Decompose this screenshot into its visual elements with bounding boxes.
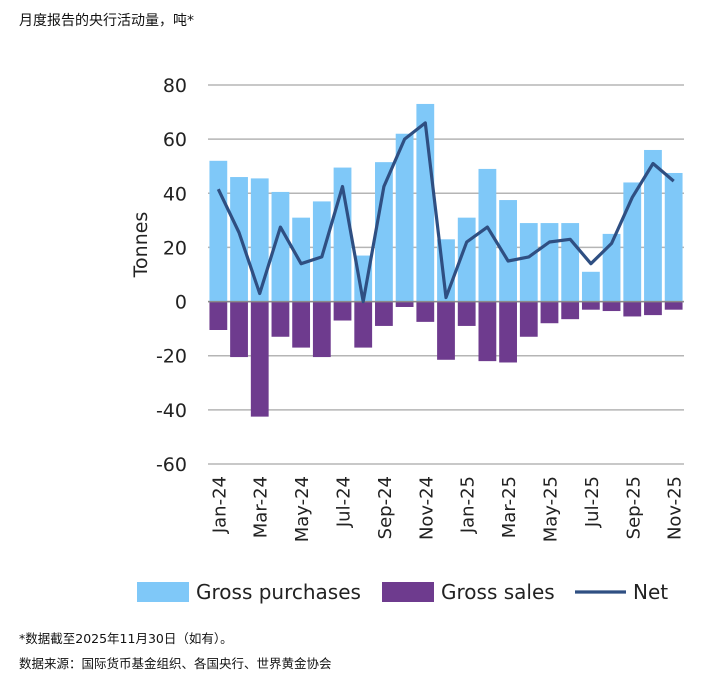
y-tick-label: 0	[175, 292, 187, 314]
sales-bar	[499, 301, 517, 363]
chart-title: 月度报告的央行活动量，吨*	[19, 13, 194, 29]
sales-bar	[333, 301, 352, 321]
purchase-bar	[271, 191, 290, 302]
sales-bar	[478, 301, 497, 362]
purchase-bar	[623, 182, 642, 302]
x-tick-label: Jul-25	[582, 476, 603, 528]
x-tick-label: Sep-25	[623, 476, 644, 539]
central-bank-chart: 80 60 40 20 0 -20 -40 -60 Tonnes Jan-24 Mar-24 Ma…	[130, 75, 686, 604]
x-tick-label: Jan-25	[458, 476, 479, 534]
data-source: 数据来源：国际货币基金组织、各国央行、世界黄金协会	[19, 656, 332, 671]
sales-bar	[561, 301, 580, 320]
purchase-bar	[602, 233, 621, 302]
bars	[208, 103, 684, 417]
sales-bar	[519, 301, 538, 337]
sales-bar	[250, 301, 269, 417]
purchase-bar	[499, 200, 517, 302]
x-tick-label: Mar-24	[251, 476, 272, 538]
purchase-bar	[209, 160, 228, 302]
net-series-line	[216, 121, 675, 304]
sales-bar	[354, 301, 373, 348]
x-tick-label: Sep-24	[375, 476, 396, 539]
sales-bar	[416, 301, 435, 322]
purchase-bar	[478, 168, 497, 302]
net-line	[216, 121, 675, 304]
sales-bar	[292, 301, 311, 348]
purchase-bar	[250, 178, 269, 302]
sales-bar	[644, 301, 662, 316]
footnote: *数据截至2025年11月30日（如有）。	[19, 631, 233, 646]
purchase-bar	[354, 255, 373, 302]
x-tick-labels: Jan-24 Mar-24 May-24 Jul-24 Sep-24 Nov-24 Jan-…	[209, 476, 685, 542]
y-axis-label: Tonnes	[130, 212, 152, 279]
legend-sales-swatch	[382, 582, 434, 602]
sales-bar	[437, 301, 455, 360]
purchase-bar	[581, 271, 600, 302]
sales-bar	[230, 301, 248, 358]
sales-bar	[209, 301, 228, 330]
sales-bar	[664, 301, 683, 310]
y-tick-label: 40	[163, 183, 187, 205]
y-tick-label: 80	[163, 75, 187, 97]
y-tick-labels: 80 60 40 20 0 -20 -40 -60	[156, 75, 187, 476]
purchase-bar	[230, 177, 248, 302]
legend-sales-label: Gross sales	[441, 580, 555, 604]
sales-bar	[271, 301, 290, 337]
x-tick-label: Nov-25	[665, 476, 686, 540]
y-tick-label: 20	[163, 237, 187, 259]
y-tick-label: -60	[156, 454, 187, 476]
sales-bar	[457, 301, 476, 326]
x-tick-label: Jan-24	[209, 476, 230, 534]
legend-net-label: Net	[633, 580, 668, 604]
sales-bar	[375, 301, 393, 326]
purchase-bar	[561, 223, 580, 302]
purchase-bar	[375, 162, 393, 302]
legend-purchases-label: Gross purchases	[196, 580, 361, 604]
sales-bar	[395, 301, 414, 307]
purchase-bar	[292, 217, 311, 302]
x-tick-label: May-25	[540, 476, 561, 542]
sales-bar	[312, 301, 331, 358]
legend-purchases-swatch	[137, 582, 189, 602]
y-tick-label: -40	[156, 400, 187, 422]
purchase-bar	[664, 172, 683, 302]
sales-bar	[581, 301, 600, 310]
sales-bar	[602, 301, 621, 312]
purchase-bar	[519, 223, 538, 302]
y-tick-label: -20	[156, 346, 187, 368]
x-tick-label: Nov-24	[416, 476, 437, 540]
purchase-bar	[644, 149, 662, 302]
purchase-bar	[540, 223, 559, 302]
legend: Gross purchases Gross sales Net	[137, 580, 668, 604]
sales-bar	[540, 301, 559, 324]
y-tick-label: 60	[163, 129, 187, 151]
sales-bar	[623, 301, 642, 317]
x-tick-label: May-24	[292, 476, 313, 542]
x-tick-label: Jul-24	[334, 476, 355, 528]
x-tick-label: Mar-25	[499, 476, 520, 538]
purchase-bar	[395, 133, 414, 302]
